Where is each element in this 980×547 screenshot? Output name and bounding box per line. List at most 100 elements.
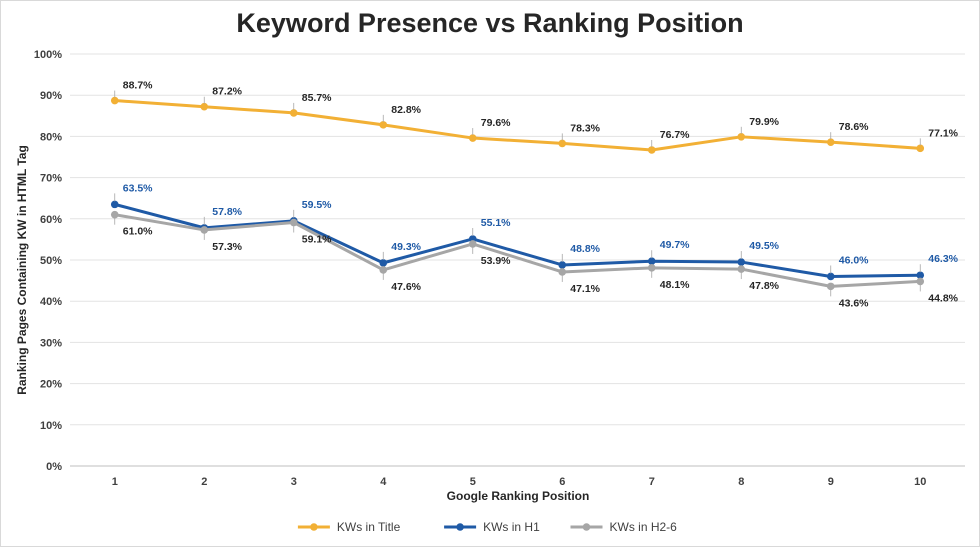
data-point (916, 271, 925, 280)
data-label: 87.2% (212, 86, 242, 98)
data-label: 49.7% (660, 239, 690, 251)
legend-label: KWs in Title (337, 520, 401, 534)
x-axis-title: Google Ranking Position (447, 489, 590, 503)
data-label: 59.5% (302, 199, 332, 211)
data-point (289, 109, 298, 117)
data-label: 79.9% (749, 116, 779, 128)
data-point (379, 121, 388, 129)
x-tick-label: 7 (649, 476, 655, 488)
data-label: 88.7% (123, 80, 153, 92)
x-tick-label: 6 (559, 476, 565, 488)
data-label: 47.6% (391, 281, 421, 293)
data-point (468, 134, 477, 142)
data-point (379, 259, 388, 267)
data-label: 48.8% (570, 243, 600, 255)
data-label: 55.1% (481, 217, 511, 229)
y-axis-ticks: 0% 10% 20% 30% 40% 50% 60% 70% 80% 90% 100% (34, 49, 62, 473)
x-tick-label: 8 (738, 476, 744, 488)
data-label: 49.5% (749, 240, 779, 252)
data-point (916, 144, 925, 153)
data-point (647, 146, 656, 154)
data-point (110, 210, 119, 219)
data-point (826, 138, 835, 146)
legend-item: KWs in H2-6 (570, 520, 678, 534)
data-label: 57.3% (212, 241, 242, 253)
legend-marker (310, 523, 318, 531)
chart-title: Keyword Presence vs Ranking Position (236, 8, 744, 38)
data-label: 47.1% (570, 283, 600, 295)
data-label: 59.1% (302, 234, 332, 246)
y-tick-label: 50% (40, 255, 62, 267)
x-tick-label: 3 (291, 476, 297, 488)
gridlines (70, 53, 965, 467)
series-2: 63.5% 57.8% 59.5% 49.3% 55.1% 48.8% 49.7% 49.5%… (110, 182, 959, 281)
data-label: 49.3% (391, 241, 421, 253)
data-point (737, 258, 746, 266)
series-3: 61.0% 57.3% 59.1% 47.6% 53.9% 47.1% 48.1% 47.8%… (110, 210, 959, 309)
data-label: 43.6% (839, 297, 869, 309)
x-tick-label: 2 (201, 476, 207, 488)
y-tick-label: 60% (40, 214, 62, 226)
data-point (379, 266, 388, 274)
data-point (737, 133, 746, 141)
series-line (114, 202, 921, 278)
data-label: 44.8% (928, 292, 958, 304)
data-label: 78.6% (839, 121, 869, 133)
data-point (110, 200, 119, 209)
x-tick-label: 9 (828, 476, 834, 488)
y-tick-label: 40% (40, 296, 62, 308)
data-point (468, 240, 477, 248)
data-point (826, 272, 835, 281)
x-axis-ticks: 1 2 3 4 5 6 7 8 9 10 (112, 476, 927, 488)
data-point (200, 226, 209, 234)
y-tick-label: 30% (40, 337, 62, 349)
y-tick-label: 70% (40, 173, 62, 185)
data-label: 53.9% (481, 255, 511, 267)
y-tick-label: 100% (34, 49, 62, 61)
legend-marker (456, 523, 464, 531)
legend-label: KWs in H2-6 (610, 520, 678, 534)
data-point (110, 96, 119, 105)
data-label: 77.1% (928, 127, 958, 139)
data-point (647, 264, 656, 272)
legend-item: KWs in H1 (444, 520, 540, 534)
data-point (647, 257, 656, 266)
y-tick-label: 10% (40, 420, 62, 432)
legend-item: KWs in Title (297, 520, 401, 534)
data-label: 76.7% (660, 129, 690, 141)
data-point (916, 277, 925, 286)
data-label: 57.8% (212, 206, 242, 218)
data-label: 63.5% (123, 182, 153, 194)
data-label: 47.8% (749, 280, 779, 292)
x-tick-label: 5 (470, 476, 476, 488)
x-tick-label: 1 (112, 476, 118, 488)
legend-marker (582, 523, 591, 531)
data-label: 46.0% (839, 254, 869, 266)
data-point (826, 282, 835, 291)
y-tick-label: 0% (46, 461, 62, 473)
data-label: 82.8% (391, 104, 421, 116)
y-tick-label: 90% (40, 90, 62, 102)
y-axis-title: Ranking Pages Containing KW in HTML Tag (15, 145, 29, 395)
y-tick-label: 20% (40, 379, 62, 391)
x-tick-label: 4 (380, 476, 387, 488)
x-tick-label: 10 (914, 476, 926, 488)
series-line (114, 99, 921, 152)
data-point (737, 265, 746, 273)
data-label: 85.7% (302, 92, 332, 104)
series-group: 88.7% 87.2% 85.7% 82.8% 79.6% 78.3% 76.7% 79.9%… (110, 80, 959, 309)
y-tick-label: 80% (40, 131, 62, 143)
data-point (558, 268, 567, 276)
data-label: 46.3% (928, 253, 958, 265)
series-line (114, 213, 921, 288)
data-label: 61.0% (123, 226, 153, 238)
data-point (200, 102, 209, 111)
legend: KWs in Title KWs in H1 KWs in H2-6 (297, 520, 678, 534)
legend-label: KWs in H1 (483, 520, 540, 534)
data-label: 78.3% (570, 122, 600, 134)
data-label: 48.1% (660, 279, 690, 291)
data-point (558, 139, 567, 148)
series-1: 88.7% 87.2% 85.7% 82.8% 79.6% 78.3% 76.7% 79.9%… (110, 80, 959, 154)
data-point (289, 218, 298, 227)
